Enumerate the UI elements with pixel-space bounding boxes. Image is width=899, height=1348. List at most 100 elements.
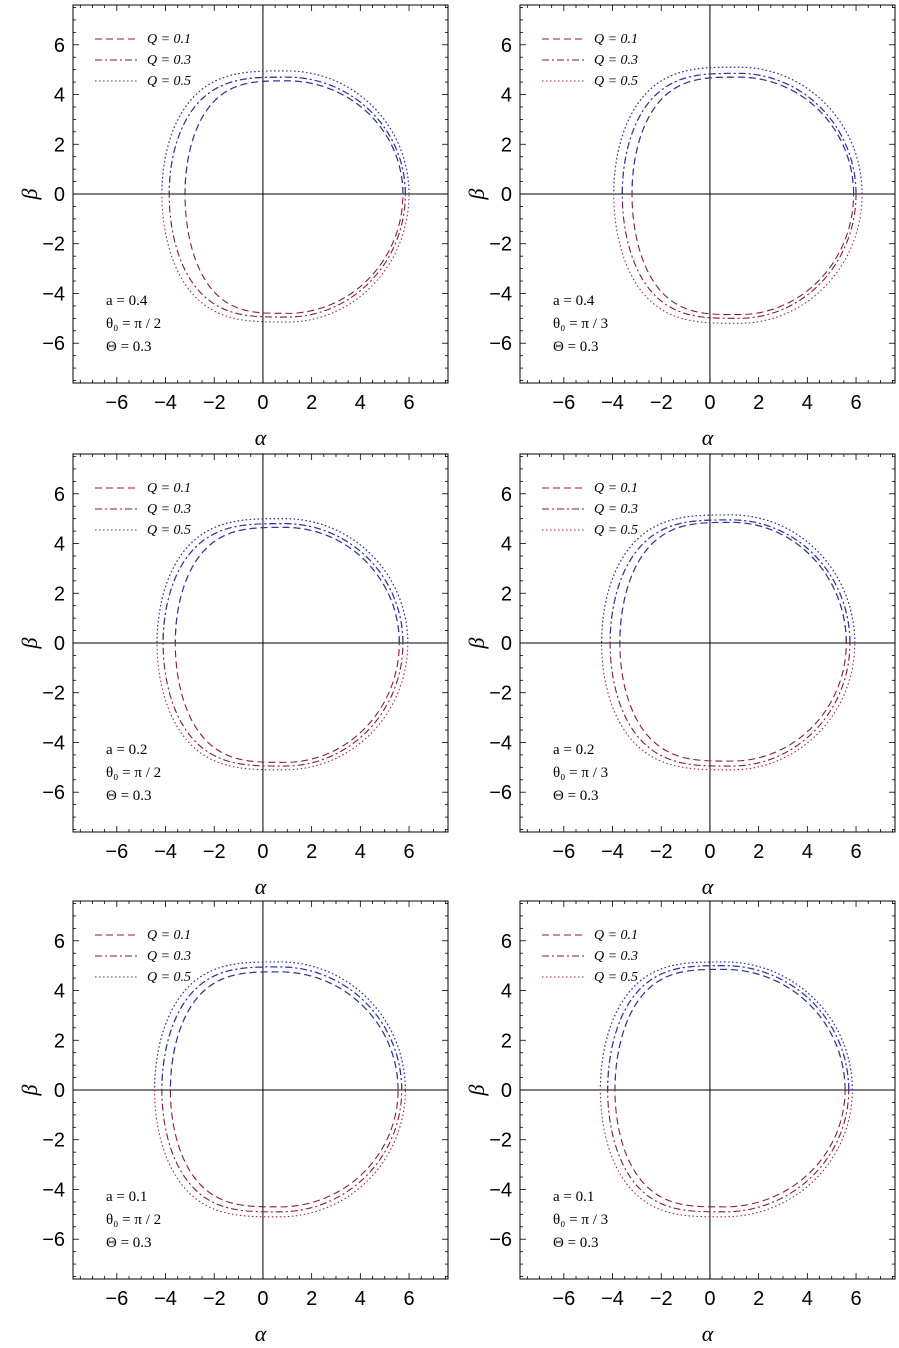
x-tick-label: 2 xyxy=(306,1288,317,1310)
x-tick-label: 6 xyxy=(850,392,861,414)
legend-label: Q = 0.5 xyxy=(147,523,191,538)
legend-label: Q = 0.3 xyxy=(147,949,191,964)
shadow-curve-upper-q3 xyxy=(154,961,406,1091)
shadow-curve-q2 xyxy=(162,523,404,767)
y-tick-label: 0 xyxy=(501,633,512,655)
y-tick-label: −6 xyxy=(489,1229,512,1251)
y-tick-label: −6 xyxy=(489,782,512,804)
shadow-curve-q1 xyxy=(631,76,855,316)
shadow-curve-upper-q3 xyxy=(599,961,853,1091)
x-tick-label: 2 xyxy=(753,392,764,414)
x-tick-label: −2 xyxy=(203,841,226,863)
x-tick-label: 6 xyxy=(403,392,414,414)
panel-2: −6 −4 −2 0 2 4 6 −6 −4 −2 0 2 4 6 α β Q = 0.1 Q = 0.3 Q = … xyxy=(464,4,896,450)
y-tick-label: −6 xyxy=(42,782,65,804)
y-tick-label: −6 xyxy=(42,1229,65,1251)
parameter-annotation: θ₀ = π / 2 xyxy=(106,1212,161,1228)
y-tick-label: 0 xyxy=(501,184,512,206)
y-axis-title: β xyxy=(17,637,42,649)
shadow-curve-upper-q2 xyxy=(621,72,857,195)
shadow-curve-upper-q2 xyxy=(609,519,851,644)
y-axis-title: β xyxy=(464,1084,489,1096)
parameter-annotation: θ₀ = π / 3 xyxy=(553,765,608,781)
shadow-curve-upper-q3 xyxy=(161,70,410,195)
shadow-curve-q3 xyxy=(161,70,410,323)
shadow-curve-q2 xyxy=(161,966,403,1213)
x-tick-label: 6 xyxy=(850,1288,861,1310)
shadow-curve-q3 xyxy=(154,961,406,1218)
x-tick-label: −6 xyxy=(105,841,128,863)
y-tick-label: −4 xyxy=(42,732,65,754)
x-tick-label: 4 xyxy=(355,392,366,414)
shadow-curve-upper-q1 xyxy=(619,521,847,644)
x-tick-label: 2 xyxy=(753,1288,764,1310)
x-tick-label: −2 xyxy=(203,392,226,414)
x-tick-label: −2 xyxy=(650,1288,673,1310)
y-tick-label: −4 xyxy=(42,1179,65,1201)
y-axis-title: β xyxy=(17,188,42,200)
shadow-curve-upper-q2 xyxy=(162,523,404,644)
x-tick-label: 2 xyxy=(306,841,317,863)
legend-label: Q = 0.5 xyxy=(594,970,638,985)
legend-label: Q = 0.5 xyxy=(147,970,191,985)
y-tick-label: −6 xyxy=(489,333,512,355)
parameter-annotation: a = 0.2 xyxy=(106,742,147,758)
legend-label: Q = 0.1 xyxy=(594,32,638,47)
y-tick-label: 2 xyxy=(54,583,65,605)
panel-4: −6 −4 −2 0 2 4 6 −6 −4 −2 0 2 4 6 α β Q = 0.1 Q = 0.3 Q = … xyxy=(464,453,896,899)
x-tick-label: 0 xyxy=(704,841,715,863)
y-tick-label: 0 xyxy=(54,633,65,655)
legend-label: Q = 0.1 xyxy=(147,928,191,943)
shadow-curve-upper-q1 xyxy=(169,971,399,1091)
parameter-annotation: Θ = 0.3 xyxy=(106,1235,152,1251)
y-tick-label: 0 xyxy=(54,184,65,206)
x-axis-title: α xyxy=(702,874,714,899)
parameter-annotation: a = 0.1 xyxy=(553,1189,594,1205)
y-tick-label: −2 xyxy=(42,1130,65,1152)
y-tick-label: 2 xyxy=(501,583,512,605)
x-tick-label: −6 xyxy=(105,392,128,414)
y-tick-label: −4 xyxy=(489,732,512,754)
y-axis-title: β xyxy=(464,637,489,649)
y-tick-label: 4 xyxy=(54,981,65,1003)
y-tick-label: −2 xyxy=(489,234,512,256)
legend-label: Q = 0.5 xyxy=(594,74,638,89)
x-tick-label: −6 xyxy=(552,1288,575,1310)
y-tick-label: 6 xyxy=(54,484,65,506)
y-tick-label: 4 xyxy=(54,85,65,107)
y-tick-label: 2 xyxy=(54,1030,65,1052)
legend-label: Q = 0.3 xyxy=(147,53,191,68)
x-tick-label: 6 xyxy=(403,841,414,863)
parameter-annotation: a = 0.2 xyxy=(553,742,594,758)
y-tick-label: 6 xyxy=(54,35,65,57)
x-tick-label: −2 xyxy=(650,841,673,863)
y-axis-title: β xyxy=(17,1084,42,1096)
y-tick-label: −2 xyxy=(489,683,512,705)
y-axis-title: β xyxy=(464,188,489,200)
shadow-curve-upper-q1 xyxy=(184,80,404,195)
x-tick-label: −4 xyxy=(601,1288,624,1310)
x-tick-label: −6 xyxy=(105,1288,128,1310)
y-tick-label: 0 xyxy=(54,1080,65,1102)
y-tick-label: 6 xyxy=(54,931,65,953)
y-tick-label: −2 xyxy=(489,1130,512,1152)
parameter-annotation: θ₀ = π / 3 xyxy=(553,1212,608,1228)
x-axis-title: α xyxy=(255,874,267,899)
x-tick-label: −4 xyxy=(154,1288,177,1310)
x-tick-label: −6 xyxy=(552,392,575,414)
x-tick-label: −4 xyxy=(154,841,177,863)
panel-1: −6 −4 −2 0 2 4 6 −6 −4 −2 0 2 4 6 α β Q = 0.1 Q = 0.3 Q = … xyxy=(17,4,449,450)
shadow-curve-q1 xyxy=(619,521,847,762)
parameter-annotation: θ₀ = π / 3 xyxy=(553,316,608,332)
x-tick-label: 6 xyxy=(850,841,861,863)
x-tick-label: −4 xyxy=(601,392,624,414)
parameter-annotation: Θ = 0.3 xyxy=(553,339,599,355)
shadow-curve-q3 xyxy=(156,518,409,771)
x-tick-label: 2 xyxy=(306,392,317,414)
legend-label: Q = 0.5 xyxy=(147,74,191,89)
y-tick-label: 2 xyxy=(54,134,65,156)
x-tick-label: 4 xyxy=(355,841,366,863)
parameter-annotation: a = 0.4 xyxy=(553,293,595,309)
parameter-annotation: a = 0.1 xyxy=(106,1189,147,1205)
